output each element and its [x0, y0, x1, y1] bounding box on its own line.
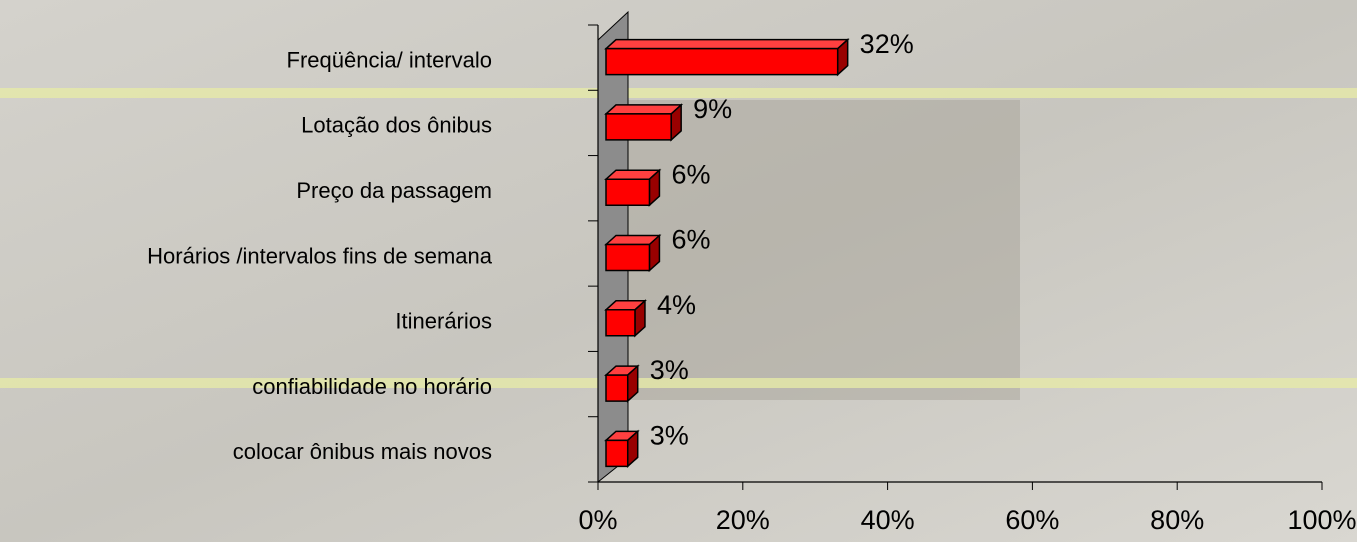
bar-face [605, 309, 636, 337]
background-photo [620, 100, 1020, 400]
category-label: Horários /intervalos fins de semana [147, 243, 493, 268]
x-tick-label: 0% [578, 505, 617, 535]
x-tick-label: 60% [1005, 505, 1059, 535]
bar-face [604, 38, 850, 50]
category-label: Freqüência/ intervalo [287, 47, 492, 72]
bar [604, 429, 640, 469]
category-label: Preço da passagem [296, 178, 492, 203]
bar [604, 103, 684, 142]
value-label: 9% [693, 94, 732, 124]
bar [604, 299, 647, 338]
background-stripe [0, 88, 1357, 98]
bar [604, 37, 850, 77]
bar-face [605, 178, 651, 206]
value-label: 6% [671, 159, 710, 189]
bar [604, 364, 640, 403]
background-stripe [0, 378, 1357, 388]
category-label: colocar ônibus mais novos [233, 439, 492, 464]
category-label: Itinerários [395, 309, 492, 334]
x-tick-label: 40% [861, 505, 915, 535]
bar-face [605, 374, 629, 402]
value-label: 32% [860, 29, 914, 59]
bar-face [605, 439, 629, 468]
category-label: confiabilidade no horário [252, 374, 492, 399]
value-label: 3% [650, 355, 689, 385]
value-label: 3% [650, 420, 689, 450]
bar-face [605, 47, 839, 76]
value-label: 4% [657, 290, 696, 320]
bar [604, 233, 662, 273]
category-label: Lotação dos ônibus [301, 113, 492, 138]
x-tick-label: 20% [716, 505, 770, 535]
x-tick-label: 100% [1287, 505, 1356, 535]
bar-face [605, 113, 672, 141]
bar-face [605, 243, 651, 272]
bar-face [604, 104, 684, 115]
x-tick-label: 80% [1150, 505, 1204, 535]
bar [604, 168, 662, 207]
value-label: 6% [671, 225, 710, 255]
